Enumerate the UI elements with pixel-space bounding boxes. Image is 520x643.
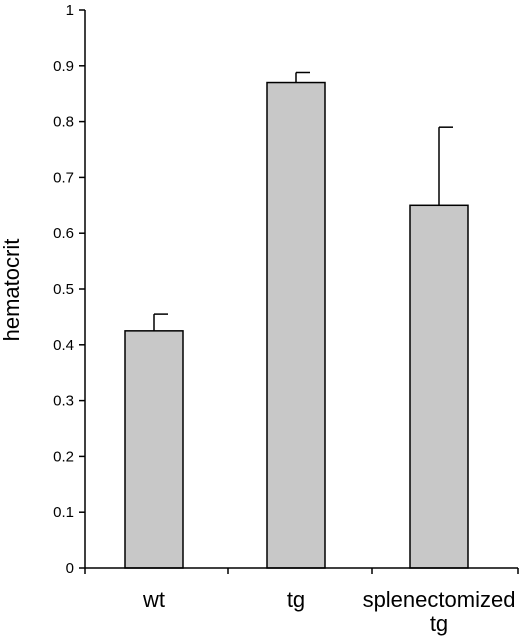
y-tick-label: 0.1 <box>53 504 74 521</box>
y-tick-label: 0.5 <box>53 281 74 298</box>
bar <box>124 330 184 569</box>
bars-group <box>124 81 469 569</box>
x-category-label: wt <box>142 587 165 612</box>
y-tick-label: 0.9 <box>53 58 74 75</box>
bar <box>266 81 326 569</box>
y-tick-label: 0.3 <box>53 393 74 410</box>
axes <box>84 10 519 574</box>
bar <box>409 204 469 569</box>
y-tick-label: 0.6 <box>53 225 74 242</box>
y-tick-label: 0.8 <box>53 114 74 131</box>
x-category-label: tg <box>430 611 448 636</box>
y-tick-label: 0 <box>66 560 74 577</box>
y-tick-label: 1 <box>66 2 74 19</box>
y-axis-title: hematocrit <box>0 239 24 342</box>
x-category-label: tg <box>287 587 305 612</box>
y-axis-ticks: 0 0.1 0.2 0.3 0.4 0.5 0.6 0.7 0.8 0.9 1 <box>53 2 85 577</box>
error-bars-group <box>153 71 453 331</box>
y-tick-label: 0.2 <box>53 448 74 465</box>
y-tick-label: 0.7 <box>53 169 74 186</box>
y-tick-label: 0.4 <box>53 337 74 354</box>
x-category-label: splenectomized <box>363 587 516 612</box>
